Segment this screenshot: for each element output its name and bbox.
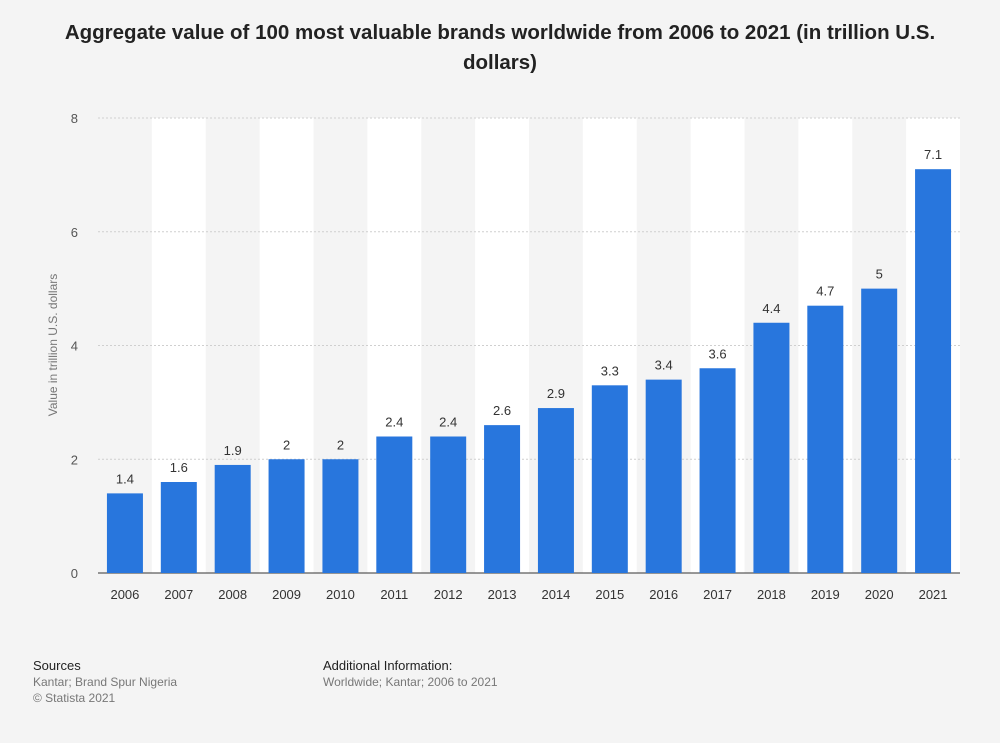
x-tick-label: 2019: [811, 587, 840, 602]
x-tick-label: 2013: [488, 587, 517, 602]
value-label: 3.3: [601, 363, 619, 378]
y-tick-label: 2: [71, 452, 78, 467]
x-tick-label: 2009: [272, 587, 301, 602]
bar-2014: [537, 408, 574, 573]
bar-2011: [376, 436, 413, 573]
value-label: 2: [337, 437, 344, 452]
x-tick-labels: 2006 2007 2008 2009 2010 2011 2012 2013 2014 2015…: [110, 587, 947, 602]
x-tick-label: 2012: [434, 587, 463, 602]
value-label: 1.6: [170, 460, 188, 475]
value-label: 1.9: [224, 443, 242, 458]
y-tick-labels: 0 2 4 6 8: [71, 111, 78, 581]
value-label: 4.4: [762, 301, 780, 316]
bar-2021: [915, 169, 952, 573]
y-axis-label: Value in trillion U.S. dollars: [46, 274, 60, 417]
bar-2015: [591, 385, 628, 573]
value-labels: 1.4 1.6 1.9 2 2 2.4 2.4 2.6 2.9 3.3 3.4 3.6 4.4 4.7 5 7…: [116, 147, 942, 486]
value-label: 5: [876, 267, 883, 282]
bar-2008: [214, 464, 251, 573]
x-tick-label: 2011: [380, 587, 408, 602]
x-tick-label: 2010: [326, 587, 355, 602]
copyright-line: © Statista 2021: [33, 691, 116, 705]
bar-2018: [753, 322, 790, 573]
x-tick-label: 2021: [919, 587, 948, 602]
bar-2020: [861, 288, 898, 573]
additional-info-line: Worldwide; Kantar; 2006 to 2021: [323, 675, 498, 689]
value-label: 3.4: [655, 358, 673, 373]
additional-info-block: Additional Information: Worldwide; Kanta…: [323, 658, 498, 690]
bar-2019: [807, 305, 844, 573]
additional-info-heading: Additional Information:: [323, 658, 453, 673]
x-tick-label: 2015: [595, 587, 624, 602]
value-label: 2.9: [547, 386, 565, 401]
bar-2013: [484, 425, 521, 573]
value-label: 2: [283, 437, 290, 452]
value-label: 7.1: [924, 147, 942, 162]
x-tick-label: 2020: [865, 587, 894, 602]
x-tick-label: 2016: [649, 587, 678, 602]
y-tick-label: 4: [71, 339, 78, 354]
x-tick-label: 2017: [703, 587, 732, 602]
chart-title: Aggregate value of 100 most valuable bra…: [64, 21, 936, 74]
y-tick-label: 0: [71, 566, 78, 581]
x-tick-label: 2006: [110, 587, 139, 602]
value-label: 4.7: [816, 284, 834, 299]
value-label: 1.4: [116, 471, 134, 486]
x-tick-label: 2018: [757, 587, 786, 602]
bar-2012: [430, 436, 467, 573]
y-tick-label: 8: [71, 111, 78, 126]
sources-block: Sources Kantar; Brand Spur Nigeria © Sta…: [33, 658, 177, 706]
bar-2010: [322, 459, 359, 573]
value-label: 2.6: [493, 403, 511, 418]
bars: [106, 169, 952, 573]
value-label: 3.6: [709, 346, 727, 361]
y-tick-label: 6: [71, 225, 78, 240]
bar-2009: [268, 459, 305, 573]
bar-2006: [106, 493, 143, 573]
x-tick-label: 2014: [541, 587, 570, 602]
value-label: 2.4: [439, 415, 457, 430]
bar-2016: [645, 379, 682, 573]
x-tick-label: 2008: [218, 587, 247, 602]
value-label: 2.4: [385, 415, 403, 430]
x-tick-label: 2007: [164, 587, 193, 602]
sources-line: Kantar; Brand Spur Nigeria: [33, 675, 178, 689]
sources-heading: Sources: [33, 658, 81, 673]
bar-2017: [699, 368, 736, 573]
bar-2007: [160, 482, 197, 573]
bar-chart: 1.4 1.6 1.9 2 2 2.4 2.4 2.6 2.9 3.3 3.4 3.6 4.4 4.7 5 7…: [46, 111, 960, 602]
